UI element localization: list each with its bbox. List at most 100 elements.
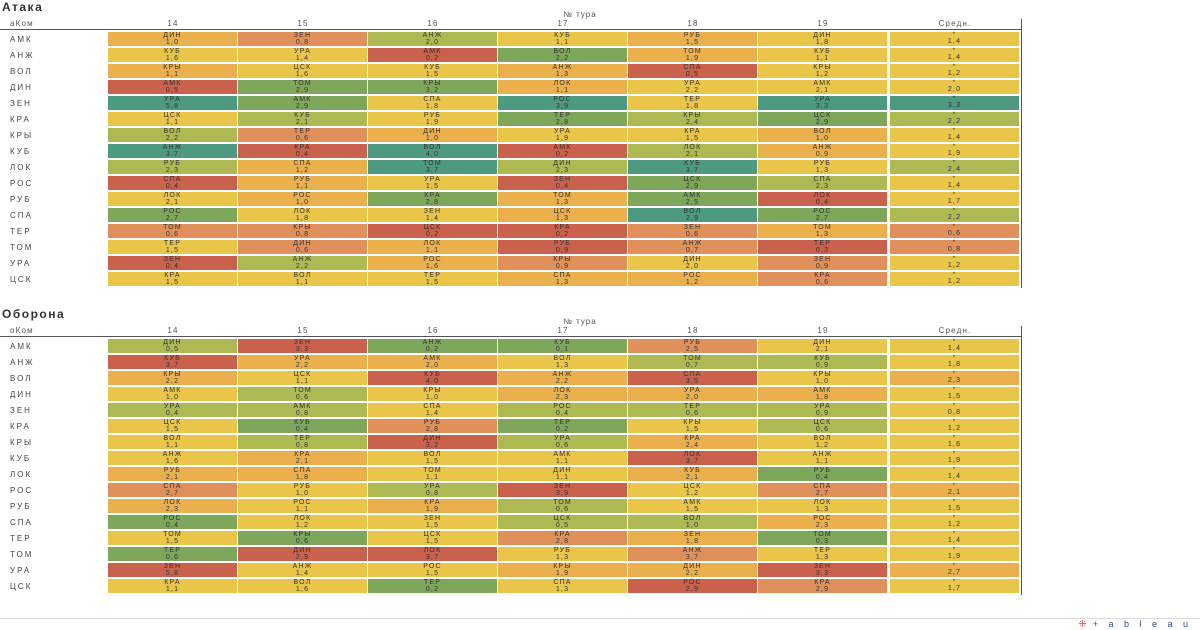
heatmap-cell[interactable]: АНЖ 1,6 xyxy=(108,451,238,466)
average-cell[interactable]: * 1,4 xyxy=(890,48,1020,63)
average-cell[interactable]: * 1,5 xyxy=(890,499,1020,514)
heatmap-cell[interactable]: АМК 1,0 xyxy=(108,387,238,402)
heatmap-cell[interactable]: ЦСК 2,9 xyxy=(628,176,758,191)
heatmap-cell[interactable]: УРА 2,2 xyxy=(628,80,758,95)
heatmap-cell[interactable]: СПА 1,2 xyxy=(238,160,368,175)
heatmap-cell[interactable]: АМК 2,1 xyxy=(758,80,888,95)
heatmap-cell[interactable]: РУБ 1,3 xyxy=(758,160,888,175)
heatmap-cell[interactable]: АНЖ 0,2 xyxy=(368,339,498,354)
average-cell[interactable]: * 1,2 xyxy=(890,419,1020,434)
column-header-average[interactable]: Средн. xyxy=(938,19,972,28)
heatmap-cell[interactable]: ВОЛ 1,2 xyxy=(758,435,888,450)
heatmap-cell[interactable]: ДИН 1,8 xyxy=(758,32,888,47)
heatmap-cell[interactable]: ТОМ 3,7 xyxy=(368,160,498,175)
heatmap-cell[interactable]: АНЖ 3,7 xyxy=(628,547,758,562)
heatmap-cell[interactable]: КУБ 1,1 xyxy=(498,32,628,47)
heatmap-cell[interactable]: СПА 1,3 xyxy=(498,272,628,287)
heatmap-cell[interactable]: ЛОК 2,3 xyxy=(498,387,628,402)
average-cell[interactable]: * 1,4 xyxy=(890,339,1020,354)
heatmap-cell[interactable]: ТОМ 0,6 xyxy=(238,387,368,402)
heatmap-cell[interactable]: ВОЛ 1,1 xyxy=(108,435,238,450)
heatmap-cell[interactable]: ТОМ 1,9 xyxy=(628,48,758,63)
heatmap-cell[interactable]: ВОЛ 2,2 xyxy=(498,48,628,63)
average-cell[interactable]: * 2,7 xyxy=(890,563,1020,578)
heatmap-cell[interactable]: АМК 1,5 xyxy=(628,499,758,514)
heatmap-cell[interactable]: ВОЛ 2,2 xyxy=(108,128,238,143)
heatmap-cell[interactable]: АНЖ 0,9 xyxy=(758,144,888,159)
heatmap-cell[interactable]: ТОМ 0,7 xyxy=(628,355,758,370)
heatmap-cell[interactable]: ЗЕН 0,9 xyxy=(758,256,888,271)
heatmap-cell[interactable]: АНЖ 0,7 xyxy=(628,240,758,255)
average-cell[interactable]: * 1,7 xyxy=(890,192,1020,207)
heatmap-cell[interactable]: АМК 1,8 xyxy=(758,387,888,402)
heatmap-cell[interactable]: ДИН 3,2 xyxy=(368,435,498,450)
heatmap-cell[interactable]: ТЕР 1,5 xyxy=(108,240,238,255)
heatmap-cell[interactable]: РУБ 0,9 xyxy=(498,240,628,255)
heatmap-cell[interactable]: РОС 0,4 xyxy=(108,515,238,530)
heatmap-cell[interactable]: УРА 0,4 xyxy=(108,403,238,418)
heatmap-cell[interactable]: ТЕР 0,8 xyxy=(238,435,368,450)
heatmap-cell[interactable]: ЛОК 2,1 xyxy=(108,192,238,207)
heatmap-cell[interactable]: КУБ 0,4 xyxy=(238,419,368,434)
heatmap-cell[interactable]: АНЖ 1,4 xyxy=(238,563,368,578)
heatmap-cell[interactable]: КРЫ 0,6 xyxy=(238,531,368,546)
heatmap-cell[interactable]: АНЖ 2,2 xyxy=(238,256,368,271)
heatmap-cell[interactable]: ДИН 1,0 xyxy=(368,128,498,143)
heatmap-cell[interactable]: РОС 1,0 xyxy=(238,192,368,207)
heatmap-cell[interactable]: КУБ 4,0 xyxy=(368,371,498,386)
heatmap-cell[interactable]: ЗЕН 3,9 xyxy=(498,483,628,498)
average-cell[interactable]: * 2,1 xyxy=(890,483,1020,498)
heatmap-cell[interactable]: АНЖ 2,0 xyxy=(368,32,498,47)
column-header-tour[interactable]: 17 xyxy=(557,19,569,28)
heatmap-cell[interactable]: КРА 1,5 xyxy=(628,128,758,143)
heatmap-cell[interactable]: КРЫ 0,8 xyxy=(238,224,368,239)
heatmap-cell[interactable]: ТЕР 0,2 xyxy=(368,579,498,594)
heatmap-cell[interactable]: КУБ 2,1 xyxy=(628,467,758,482)
heatmap-cell[interactable]: КРА 2,8 xyxy=(368,192,498,207)
heatmap-cell[interactable]: ВОЛ 1,0 xyxy=(758,128,888,143)
average-cell[interactable]: * 1,9 xyxy=(890,547,1020,562)
average-cell[interactable]: * 1,2 xyxy=(890,272,1020,287)
heatmap-cell[interactable]: ДИН 0,5 xyxy=(108,339,238,354)
heatmap-cell[interactable]: КРЫ 1,0 xyxy=(758,371,888,386)
average-cell[interactable]: * 1,4 xyxy=(890,531,1020,546)
heatmap-cell[interactable]: АМК 2,5 xyxy=(628,192,758,207)
heatmap-cell[interactable]: ЛОК 2,1 xyxy=(628,144,758,159)
heatmap-cell[interactable]: ТЕР 0,6 xyxy=(628,403,758,418)
heatmap-cell[interactable]: ТОМ 0,3 xyxy=(758,531,888,546)
heatmap-cell[interactable]: ЛОК 2,3 xyxy=(108,499,238,514)
heatmap-cell[interactable]: РУБ 2,1 xyxy=(108,467,238,482)
heatmap-cell[interactable]: КРЫ 1,2 xyxy=(758,64,888,79)
heatmap-cell[interactable]: РОС 2,3 xyxy=(758,515,888,530)
heatmap-cell[interactable]: УРА 0,8 xyxy=(368,483,498,498)
heatmap-cell[interactable]: РУБ 1,9 xyxy=(368,112,498,127)
average-cell[interactable]: * 1,7 xyxy=(890,579,1020,594)
heatmap-cell[interactable]: РОС 1,1 xyxy=(238,499,368,514)
heatmap-cell[interactable]: ТЕР 2,8 xyxy=(498,112,628,127)
heatmap-cell[interactable]: ЦСК 1,5 xyxy=(108,419,238,434)
heatmap-cell[interactable]: КУБ 0,1 xyxy=(498,339,628,354)
heatmap-cell[interactable]: АМК 0,2 xyxy=(368,48,498,63)
heatmap-cell[interactable]: ТОМ 1,5 xyxy=(108,531,238,546)
heatmap-cell[interactable]: ЦСК 0,6 xyxy=(758,419,888,434)
heatmap-cell[interactable]: ЗЕН 0,4 xyxy=(108,256,238,271)
heatmap-cell[interactable]: РОС 1,6 xyxy=(368,256,498,271)
heatmap-cell[interactable]: АМК 0,5 xyxy=(108,80,238,95)
heatmap-cell[interactable]: АНЖ 3,7 xyxy=(108,144,238,159)
heatmap-cell[interactable]: КРА 1,5 xyxy=(108,272,238,287)
heatmap-cell[interactable]: ТЕР 0,2 xyxy=(498,419,628,434)
heatmap-cell[interactable]: РУБ 1,3 xyxy=(498,547,628,562)
heatmap-cell[interactable]: КРЫ 1,0 xyxy=(368,387,498,402)
heatmap-cell[interactable]: ТОМ 1,3 xyxy=(498,192,628,207)
column-header-tour[interactable]: 19 xyxy=(817,19,829,28)
heatmap-cell[interactable]: ЛОК 1,8 xyxy=(238,208,368,223)
heatmap-cell[interactable]: УРА 0,9 xyxy=(758,403,888,418)
column-header-tour[interactable]: 16 xyxy=(427,326,439,335)
heatmap-cell[interactable]: РУБ 1,0 xyxy=(238,483,368,498)
column-header-tour[interactable]: 17 xyxy=(557,326,569,335)
heatmap-cell[interactable]: КРЫ 2,2 xyxy=(108,371,238,386)
heatmap-cell[interactable]: ЦСК 1,3 xyxy=(498,208,628,223)
heatmap-cell[interactable]: ЗЕН 1,4 xyxy=(368,208,498,223)
average-cell[interactable]: * 1,5 xyxy=(890,387,1020,402)
heatmap-cell[interactable]: КРА 2,8 xyxy=(498,531,628,546)
